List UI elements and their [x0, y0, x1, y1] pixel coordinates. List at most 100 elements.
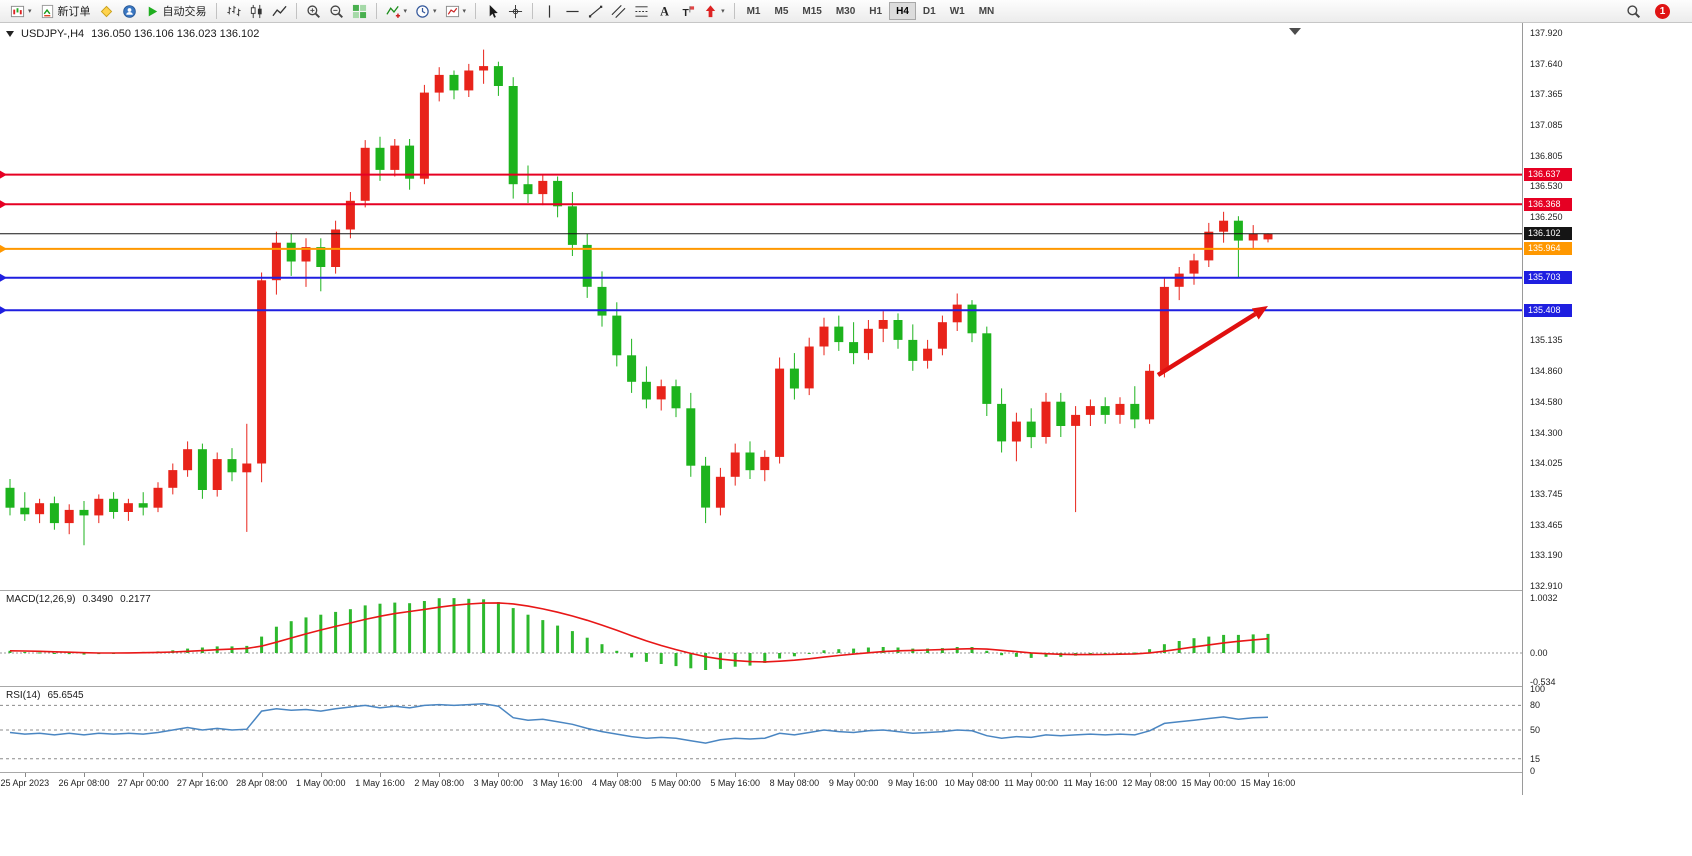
price-line-tag: 135.408: [1524, 303, 1572, 317]
bar-chart-button[interactable]: [222, 1, 245, 21]
price-axis-label: 132.910: [1530, 581, 1563, 591]
rsi-axis-label: 0: [1530, 766, 1536, 776]
time-axis-label: 11 May 00:00: [1004, 778, 1059, 788]
time-axis-label: 1 May 16:00: [355, 778, 405, 788]
crosshair-button[interactable]: [504, 1, 527, 21]
time-axis-label: 12 May 08:00: [1122, 778, 1177, 788]
timeframe-h4-button[interactable]: H4: [889, 2, 916, 20]
indicators-button[interactable]: ▾: [382, 1, 412, 21]
macd-axis-label: 1.0032: [1530, 593, 1558, 604]
metaeditor-button[interactable]: [95, 1, 118, 21]
one-click-trading-toggle-icon[interactable]: [6, 31, 14, 37]
timeframe-mn-button[interactable]: MN: [972, 2, 1002, 20]
toolbar-separator: [215, 3, 217, 19]
hline-icon: [565, 4, 580, 19]
chart-shift-marker-icon[interactable]: [1289, 28, 1301, 35]
cursor-button[interactable]: [481, 1, 504, 21]
timeframe-d1-button[interactable]: D1: [916, 2, 943, 20]
rsi-value: 65.6545: [47, 690, 84, 701]
timeframe-m5-button[interactable]: M5: [767, 2, 795, 20]
time-axis-tick: [972, 773, 973, 777]
price-axis-label: 137.640: [1530, 58, 1563, 69]
time-axis-tick: [439, 773, 441, 777]
chart-title: USDJPY-,H4 136.050 136.106 136.023 136.1…: [6, 28, 259, 40]
clock-icon: [415, 4, 430, 19]
rsi-label: RSI(14) 65.6545: [6, 690, 84, 701]
rsi-pane-svg[interactable]: [0, 687, 1522, 772]
price-axis-label: 134.025: [1530, 458, 1563, 468]
time-axis-tick: [794, 773, 796, 777]
vertical-line-button[interactable]: [538, 1, 561, 21]
time-axis-tick: [912, 773, 914, 777]
pane-separator[interactable]: [0, 686, 1692, 687]
timeframe-m30-button[interactable]: M30: [829, 2, 862, 20]
text-button[interactable]: A: [653, 1, 676, 21]
new-order-button[interactable]: 新订单: [36, 1, 95, 21]
rsi-axis-label: 80: [1530, 700, 1541, 711]
timeframe-toolbar: M1 M5 M15 M30 H1 H4 D1 W1 MN: [740, 0, 1002, 22]
pane-separator[interactable]: [0, 590, 1692, 591]
line-chart-button[interactable]: [268, 1, 291, 21]
price-axis[interactable]: 137.920 137.640 137.365 137.085 136.805 136.5…: [1522, 23, 1692, 795]
time-axis-tick: [1268, 773, 1269, 777]
equidistant-channel-button[interactable]: [607, 1, 630, 21]
time-axis-tick: [202, 773, 204, 777]
mql5-community-button[interactable]: [118, 1, 141, 21]
horizontal-lines[interactable]: [0, 170, 1522, 315]
time-axis-tick: [380, 773, 381, 777]
price-line-tag: 136.102: [1524, 227, 1572, 241]
search-button[interactable]: [1622, 1, 1645, 21]
rsi-axis-label: 100: [1530, 684, 1546, 694]
pane-separator[interactable]: [0, 772, 1692, 773]
timeframe-h1-button[interactable]: H1: [862, 2, 889, 20]
price-line-tag: 135.964: [1524, 242, 1572, 256]
toolbar-separator: [532, 3, 534, 19]
price-axis-label: 135.135: [1530, 335, 1563, 346]
time-axis-label: 9 May 16:00: [888, 778, 938, 788]
macd-main-value: 0.3490: [82, 594, 114, 605]
timeframe-m1-button[interactable]: M1: [740, 2, 768, 20]
price-line-tag: 135.703: [1524, 271, 1572, 285]
zoom-in-button[interactable]: [302, 1, 325, 21]
candles-icon: [249, 4, 264, 19]
new-chart-button[interactable]: ▾: [6, 1, 36, 21]
time-axis-tick: [1149, 773, 1151, 777]
candlestick-chart-button[interactable]: [245, 1, 268, 21]
timeframe-m15-button[interactable]: M15: [795, 2, 828, 20]
toolbar-right: 1: [1622, 1, 1686, 21]
price-axis-label: 134.580: [1530, 396, 1563, 407]
timeframe-w1-button[interactable]: W1: [943, 2, 972, 20]
trend-arrow[interactable]: [1156, 306, 1268, 377]
dropdown-caret-icon: ▾: [403, 8, 408, 15]
templates-button[interactable]: ▾: [441, 1, 471, 21]
label-icon: T: [680, 4, 695, 19]
horizontal-line-button[interactable]: [561, 1, 584, 21]
channel-icon: [611, 4, 626, 19]
indicators-icon: [385, 4, 401, 19]
trendline-button[interactable]: [584, 1, 607, 21]
time-axis[interactable]: 25 Apr 2023 26 Apr 08:00 27 Apr 00:00 27 Ap…: [0, 773, 1692, 795]
arrows-button[interactable]: ▾: [699, 1, 729, 21]
autotrading-button[interactable]: 自动交易: [141, 1, 211, 21]
price-chart-svg[interactable]: [0, 23, 1522, 590]
zoom-out-button[interactable]: [325, 1, 348, 21]
tile-icon: [352, 4, 367, 19]
time-axis-tick: [557, 773, 559, 777]
fibonacci-button[interactable]: [630, 1, 653, 21]
time-axis-label: 5 May 16:00: [710, 778, 760, 788]
rsi-name: RSI(14): [6, 690, 41, 701]
price-axis-label: 137.365: [1530, 89, 1563, 100]
price-line-tag: 136.368: [1524, 197, 1572, 211]
crosshair-icon: [508, 4, 523, 19]
text-label-button[interactable]: T: [676, 1, 699, 21]
macd-pane-svg[interactable]: [0, 591, 1522, 686]
tile-windows-button[interactable]: [348, 1, 371, 21]
time-axis-label: 5 May 00:00: [651, 778, 701, 788]
dropdown-caret-icon: ▾: [28, 8, 32, 15]
time-axis-tick: [1090, 773, 1092, 777]
periods-button[interactable]: ▾: [411, 1, 441, 21]
price-axis-label: 133.465: [1530, 519, 1563, 530]
notification-badge[interactable]: 1: [1655, 3, 1670, 19]
time-axis-tick: [735, 773, 737, 777]
